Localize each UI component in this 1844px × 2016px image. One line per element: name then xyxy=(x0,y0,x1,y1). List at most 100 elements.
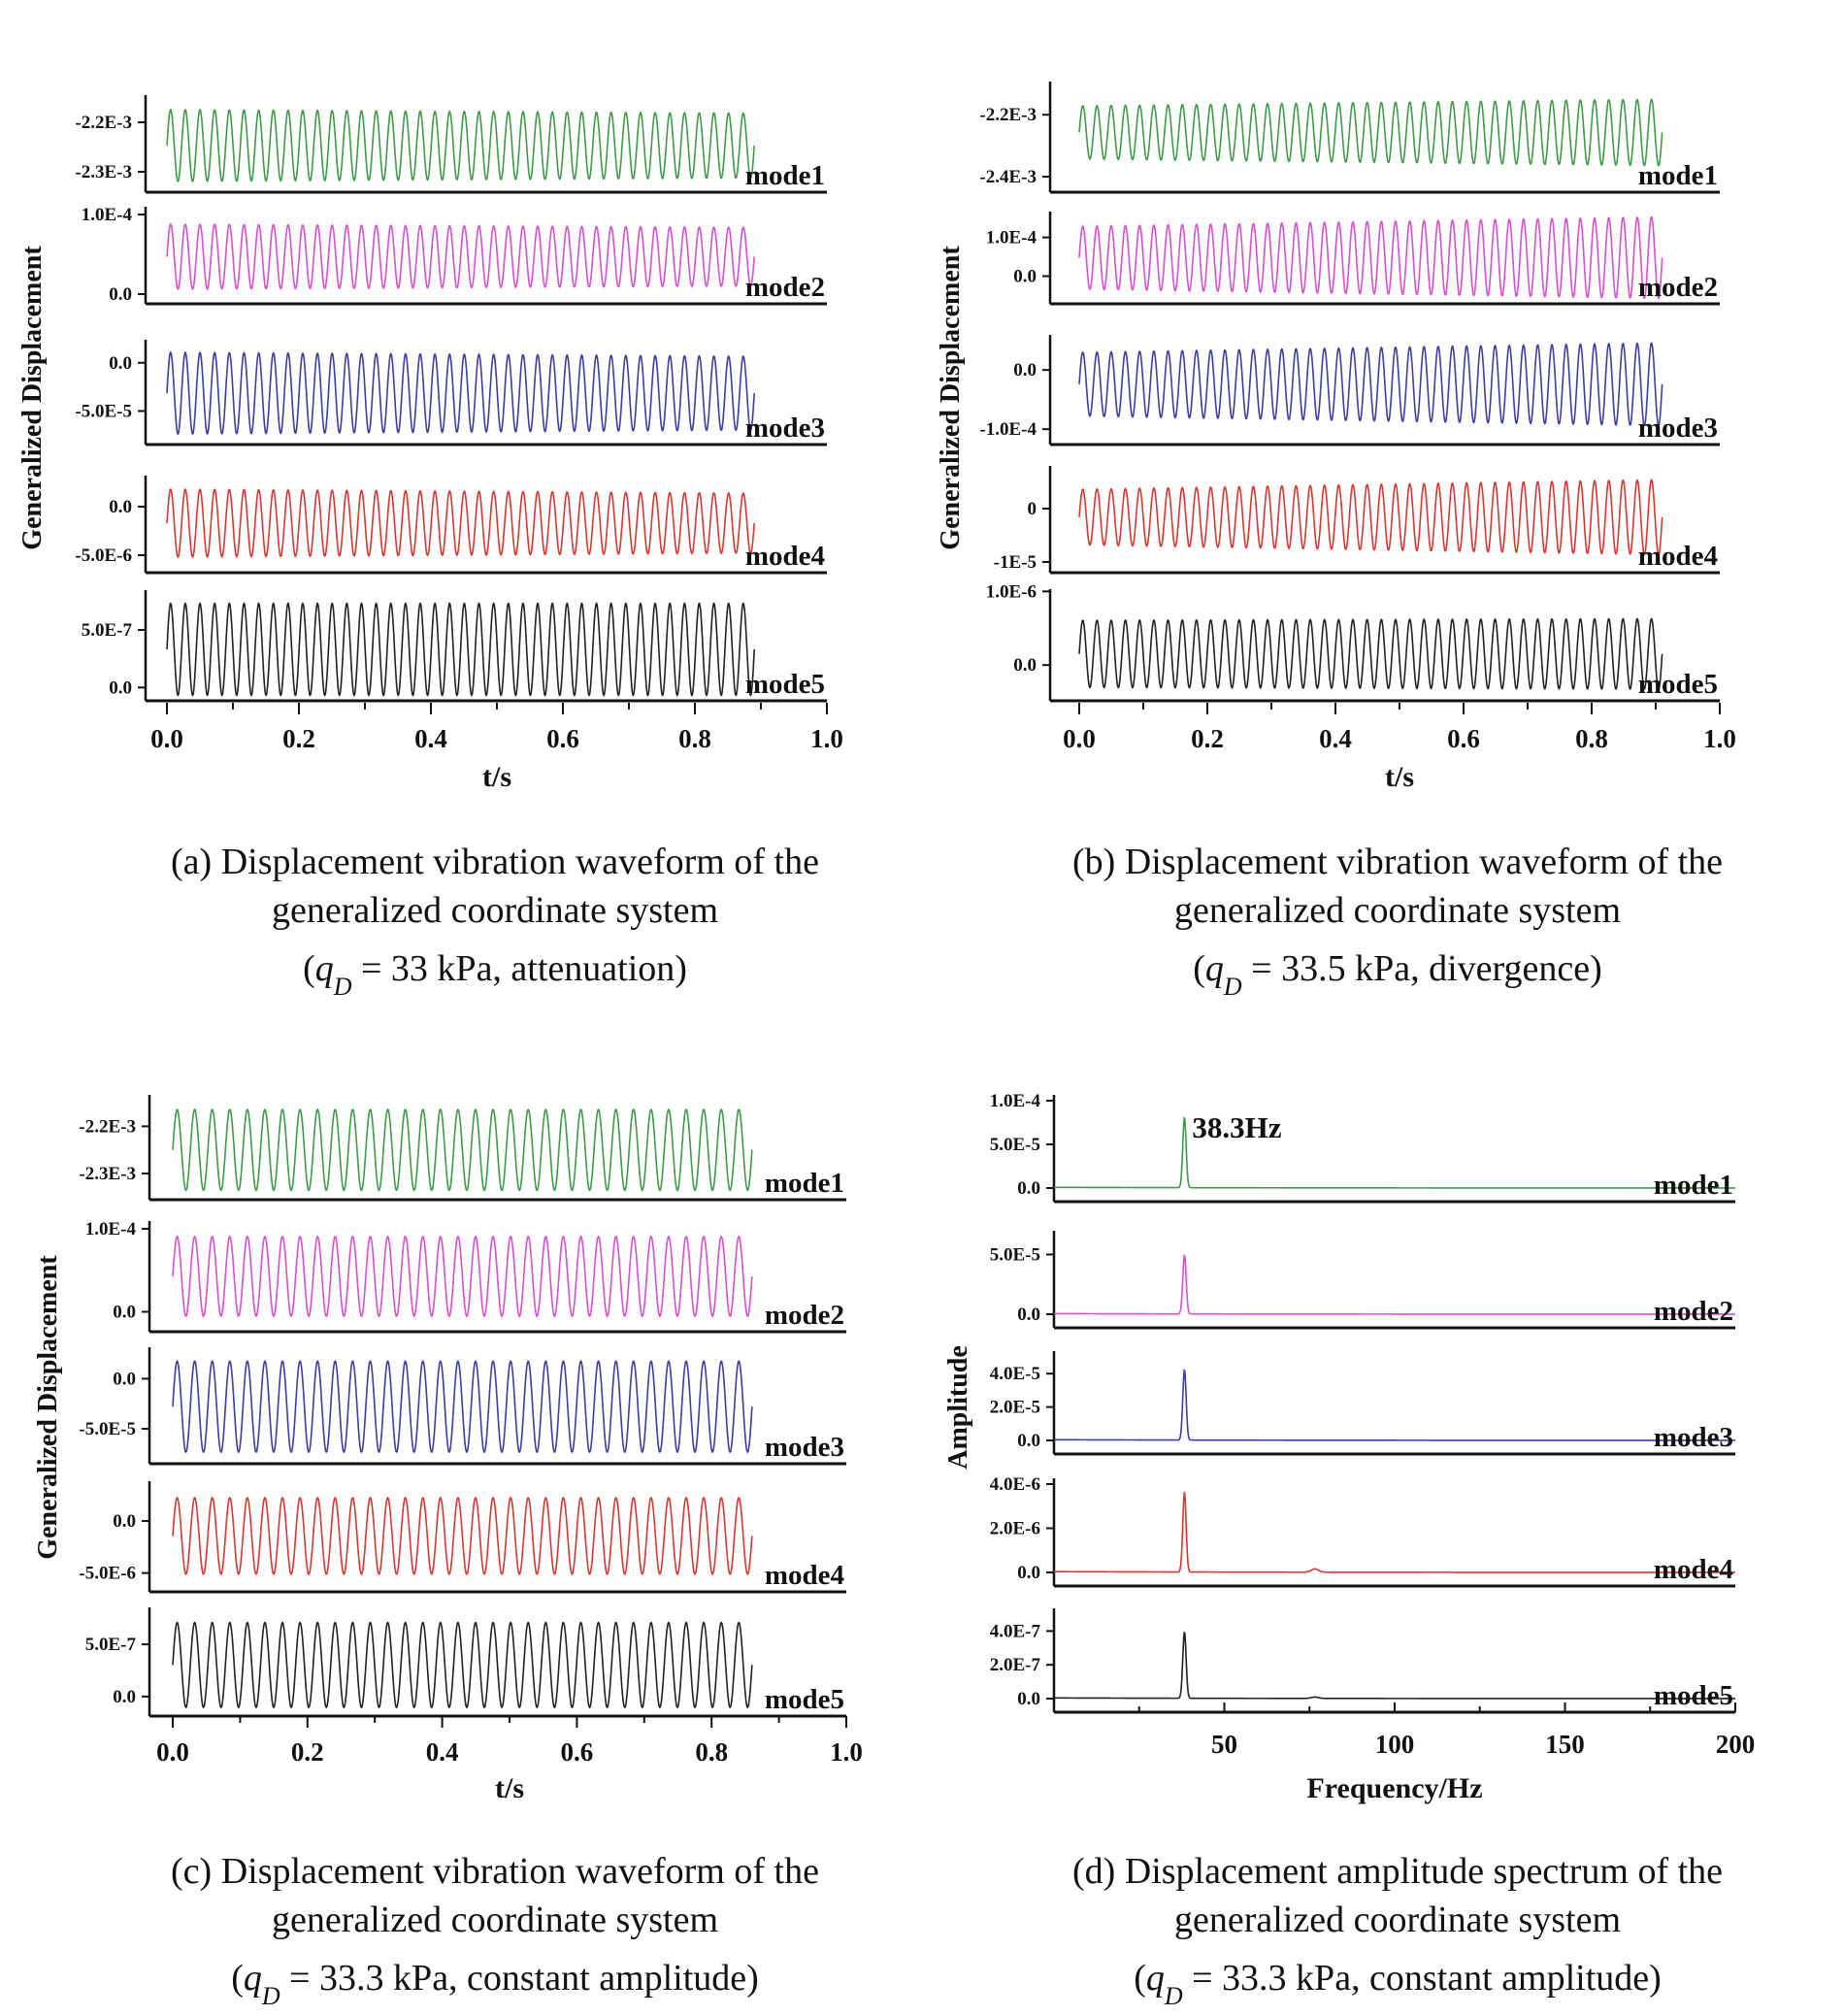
series-line-mode4 xyxy=(166,488,755,558)
x-tick-label: 1.0 xyxy=(830,1737,863,1767)
y-tick-label: 2.0E-6 xyxy=(990,1519,1040,1539)
y-tick-label: 0.0 xyxy=(1017,1178,1040,1199)
x-tick-label: 0.6 xyxy=(561,1737,594,1767)
series-label-mode1: mode1 xyxy=(745,160,825,191)
x-tick-label: 0.4 xyxy=(1319,724,1352,753)
series-label-mode2: mode2 xyxy=(765,1300,844,1331)
y-tick-label: 0.0 xyxy=(109,497,132,517)
series-line-mode4 xyxy=(1078,479,1663,556)
series-label-mode3: mode3 xyxy=(1654,1422,1733,1453)
y-tick-label: 4.0E-7 xyxy=(990,1621,1041,1641)
caption-line-3: (qD = 33.3 kPa, constant amplitude) xyxy=(231,1958,759,2010)
y-tick-label: 5.0E-5 xyxy=(990,1244,1040,1265)
series-label-mode1: mode1 xyxy=(765,1168,844,1199)
x-axis-label: t/s xyxy=(495,1772,524,1804)
series-label-mode4: mode4 xyxy=(765,1560,844,1591)
x-tick-label: 0.0 xyxy=(1063,724,1096,753)
y-tick-label: -2.3E-3 xyxy=(75,162,132,182)
caption-q: q xyxy=(1146,1958,1165,1999)
x-axis-label: Frequency/Hz xyxy=(1306,1772,1482,1804)
y-tick-label: 2.0E-7 xyxy=(990,1655,1041,1675)
panel-mode5: 5.0E-7 0.0 mode5 xyxy=(82,590,827,703)
series-line-mode5 xyxy=(1078,617,1663,690)
y-tick-label: 0.0 xyxy=(1013,360,1037,380)
panel-mode5: 4.0E-7 2.0E-7 0.0 mode5 xyxy=(990,1608,1735,1714)
caption-open: ( xyxy=(303,948,315,989)
series-label-mode3: mode3 xyxy=(1638,413,1718,444)
y-tick-label: 1.0E-4 xyxy=(82,205,133,225)
y-tick-label: -1E-5 xyxy=(994,552,1037,573)
x-tick-label: 150 xyxy=(1545,1730,1585,1759)
series-label-mode2: mode2 xyxy=(1654,1296,1733,1327)
series-label-mode3: mode3 xyxy=(765,1432,844,1463)
series-line-mode5 xyxy=(1054,1631,1735,1700)
y-tick-label: 0.0 xyxy=(1017,1431,1040,1451)
x-tick-label: 50 xyxy=(1211,1730,1237,1759)
caption-rest: = 33.3 kPa, constant amplitude) xyxy=(280,1958,759,1999)
y-tick-label: 1.0E-4 xyxy=(85,1219,137,1239)
caption-line-3: (qD = 33.5 kPa, divergence) xyxy=(1193,948,1602,1001)
caption-q: q xyxy=(244,1958,262,1999)
x-tick-label: 1.0 xyxy=(1703,724,1736,753)
x-tick-label: 0.0 xyxy=(156,1737,189,1767)
series-line-mode1 xyxy=(1054,1116,1735,1189)
x-tick-label: 0.8 xyxy=(695,1737,728,1767)
x-axis-label: t/s xyxy=(482,761,511,793)
y-tick-label: 0.0 xyxy=(1017,1689,1040,1709)
series-line-mode5 xyxy=(172,1621,753,1708)
caption-line-1: (b) Displacement vibration waveform of t… xyxy=(1072,842,1723,882)
series-line-mode1 xyxy=(166,108,755,182)
series-label-mode4: mode4 xyxy=(1654,1554,1733,1585)
caption-line-1: (c) Displacement vibration waveform of t… xyxy=(171,1851,819,1892)
series-line-mode4 xyxy=(1054,1491,1735,1573)
panel-mode2: 1.0E-4 0.0 mode2 xyxy=(82,205,827,306)
y-tick-label: 1.0E-6 xyxy=(986,581,1037,602)
panel-mode4: 0.0 -5.0E-6 mode4 xyxy=(75,476,827,575)
y-tick-label: 0.0 xyxy=(1013,655,1037,676)
series-line-mode3 xyxy=(166,350,755,436)
caption-rest: = 33 kPa, attenuation) xyxy=(352,948,687,989)
y-tick-label: -2.2E-3 xyxy=(79,1116,136,1137)
series-line-mode5 xyxy=(166,602,755,697)
caption-sub: D xyxy=(1164,1982,1183,2010)
series-line-mode3 xyxy=(172,1360,753,1453)
y-tick-label: 0.0 xyxy=(109,353,132,374)
caption-sub: D xyxy=(261,1982,280,2010)
caption-rest: = 33.5 kPa, divergence) xyxy=(1242,948,1602,989)
caption-q: q xyxy=(315,948,334,989)
x-tick-label: 0.0 xyxy=(150,724,183,753)
y-tick-label: -1.0E-4 xyxy=(979,419,1037,440)
series-label-mode5: mode5 xyxy=(745,669,825,700)
y-tick-label: 2.0E-5 xyxy=(990,1398,1040,1418)
x-tick-label: 0.2 xyxy=(1191,724,1224,753)
series-label-mode4: mode4 xyxy=(745,541,825,572)
y-tick-label: 0.0 xyxy=(113,1511,136,1532)
caption-rest: = 33.3 kPa, constant amplitude) xyxy=(1183,1958,1662,1999)
caption-sub: D xyxy=(1223,973,1242,1001)
caption: (c) Displacement vibration waveform of t… xyxy=(171,1851,819,2010)
x-tick-label: 0.4 xyxy=(426,1737,459,1767)
x-tick-label: 0.6 xyxy=(546,724,579,753)
y-tick-label: -5.0E-5 xyxy=(75,401,132,421)
panel-mode3: 0.0 -5.0E-5 mode3 xyxy=(75,340,827,446)
y-tick-label: -5.0E-5 xyxy=(79,1419,136,1439)
series-line-mode2 xyxy=(172,1236,753,1317)
panel-mode1: -2.2E-3 -2.3E-3 mode1 xyxy=(75,95,827,194)
series-line-mode4 xyxy=(172,1497,753,1575)
x-tick-label: 100 xyxy=(1375,1730,1415,1759)
x-tick-label: 0.2 xyxy=(282,724,315,753)
x-tick-label: 0.8 xyxy=(678,724,711,753)
caption-line-1: (d) Displacement amplitude spectrum of t… xyxy=(1072,1851,1723,1892)
x-tick-label: 0.8 xyxy=(1575,724,1608,753)
caption: (b) Displacement vibration waveform of t… xyxy=(1072,842,1723,1001)
x-tick-label: 200 xyxy=(1716,1730,1756,1759)
x-tick-label: 0.6 xyxy=(1447,724,1480,753)
x-axis: 0.0 0.2 0.4 0.6 0.8 1.0 xyxy=(150,703,843,753)
y-tick-label: 4.0E-6 xyxy=(990,1474,1040,1495)
y-tick-label: -5.0E-6 xyxy=(79,1564,136,1584)
panel-mode2: 1.0E-4 0.0 mode2 xyxy=(85,1219,846,1334)
series-line-mode1 xyxy=(172,1108,753,1192)
panel-mode1: -2.2E-3 -2.4E-3 mode1 xyxy=(979,82,1720,194)
panel-mode4: 0 -1E-5 mode4 xyxy=(994,466,1720,575)
x-axis-label: t/s xyxy=(1385,761,1414,793)
